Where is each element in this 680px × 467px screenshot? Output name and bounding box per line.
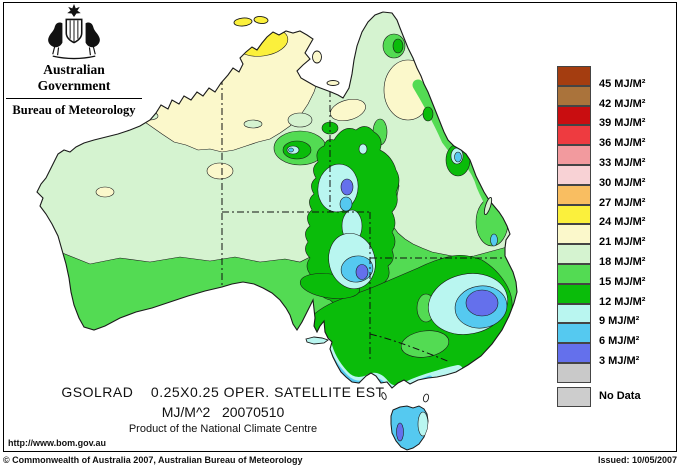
legend-swatch-36	[557, 125, 591, 146]
government-title: Australian Government	[6, 62, 142, 99]
legend-swatch-15	[557, 264, 591, 284]
shield-icon	[65, 18, 83, 44]
legend-label-18: 18 MJ/M²	[599, 256, 646, 268]
region-12-capeyork	[392, 38, 404, 54]
legend-swatch-27	[557, 184, 591, 205]
island-tiwi	[233, 17, 253, 27]
map-title-line2: MJ/M^2 20070510	[161, 404, 285, 420]
legend-label-30: 30 MJ/M²	[599, 176, 646, 189]
header: Australian Government Bureau of Meteorol…	[4, 4, 144, 118]
region-6-nt	[288, 147, 294, 153]
legend-swatch-0	[557, 363, 591, 383]
legend-swatch-no-data	[557, 386, 591, 407]
emu-icon	[85, 22, 100, 48]
legend-label-24: 24 MJ/M²	[599, 216, 646, 229]
region-3-central-n	[340, 178, 354, 196]
legend-swatch-45	[557, 66, 591, 86]
shield-stripes	[69, 20, 79, 42]
region-6-seqld	[490, 233, 498, 247]
legend-label-39: 39 MJ/M²	[599, 117, 646, 130]
legend-swatch-42	[557, 85, 591, 106]
legend-swatch-39	[557, 105, 591, 126]
legend-swatch-3	[557, 343, 591, 363]
region-3-tas	[396, 422, 404, 442]
bom-url: http://www.bom.gov.au	[8, 438, 106, 448]
legend-label-21: 21 MJ/M²	[599, 236, 646, 249]
region-21-gulf	[330, 98, 366, 122]
region-18-spot	[287, 112, 313, 128]
island-groote	[312, 50, 322, 64]
map-title-line1: GSOLRAD 0.25X0.25 OPER. SATELLITE EST	[61, 384, 385, 400]
legend-label-15: 15 MJ/M²	[599, 275, 646, 288]
legend-swatch-30	[557, 165, 591, 185]
emblem-scroll	[52, 55, 96, 60]
island-kangaroo	[305, 336, 329, 345]
region-18-spot	[243, 119, 263, 129]
legend-label-6: 6 MJ/M²	[599, 335, 640, 348]
issued-date: Issued: 10/05/2007	[597, 455, 677, 465]
coat-of-arms	[48, 4, 100, 60]
legend: 45 MJ/M² 42 MJ/M² 39 MJ/M² 36 MJ/M² 33 MJ/M²…	[557, 66, 680, 411]
legend-label-no-data: No Data	[599, 389, 641, 402]
legend-label-9: 9 MJ/M²	[599, 315, 640, 328]
islands	[233, 16, 493, 403]
island-fraser	[483, 196, 493, 216]
region-9-spot	[358, 143, 368, 155]
legend-swatch-21	[557, 224, 591, 245]
legend-label-36: 36 MJ/M²	[599, 137, 646, 150]
mainland-coastline	[36, 11, 518, 389]
legend-label-12: 12 MJ/M²	[599, 295, 646, 308]
copyright-text: © Commonwealth of Australia 2007, Austra…	[3, 455, 303, 465]
region-21-spot	[95, 186, 115, 198]
tasmania-contours	[396, 411, 428, 442]
legend-swatch-24	[557, 204, 591, 225]
region-9-tas	[417, 411, 428, 437]
emblem-legs	[52, 46, 96, 56]
legend-swatch-6	[557, 323, 591, 344]
legend-label-3: 3 MJ/M²	[599, 355, 640, 367]
legend-swatch-9	[557, 303, 591, 324]
legend-swatch-33	[557, 145, 591, 165]
legend-label-42: 42 MJ/M²	[599, 97, 646, 110]
bureau-title: Bureau of Meteorology	[12, 103, 136, 117]
state-borders	[221, 78, 505, 363]
island-mornington	[326, 80, 340, 86]
region-3-nsw	[465, 289, 499, 317]
legend-label-27: 27 MJ/M²	[599, 196, 646, 209]
region-21-spot	[206, 162, 234, 180]
region-15-vic	[400, 330, 450, 358]
kangaroo-icon	[48, 22, 63, 48]
map-title-line3: Product of the National Climate Centre	[128, 423, 318, 435]
legend-label-45: 45 MJ/M²	[599, 77, 646, 90]
star-icon	[67, 4, 81, 18]
island-flinders	[422, 393, 430, 403]
region-3-central-s	[355, 264, 369, 280]
region-6-coastal	[454, 151, 462, 163]
region-12-cairns	[422, 106, 434, 122]
island-king	[381, 392, 387, 400]
legend-swatch-12	[557, 283, 591, 304]
region-6-central-n	[339, 196, 353, 212]
island-melville	[253, 16, 269, 24]
legend-label-33: 33 MJ/M²	[599, 157, 646, 169]
legend-swatch-18	[557, 244, 591, 264]
map-titles: GSOLRAD 0.25X0.25 OPER. SATELLITE EST MJ…	[0, 384, 446, 435]
